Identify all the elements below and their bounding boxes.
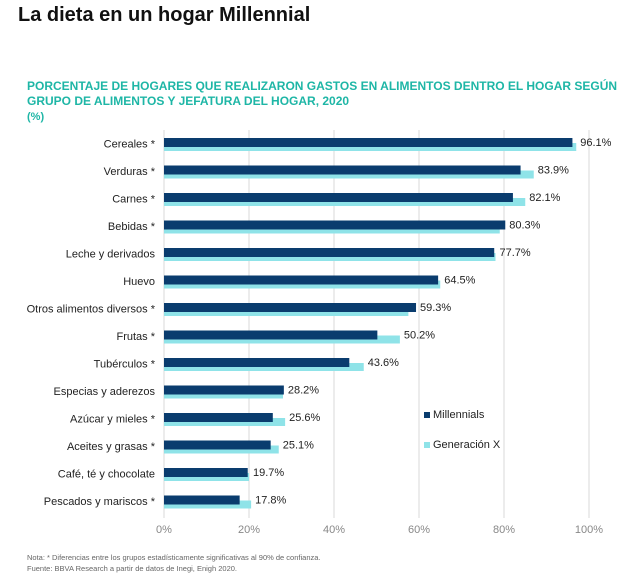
page-title: La dieta en un hogar Millennial bbox=[18, 4, 311, 26]
category-label: Tubérculos * bbox=[94, 359, 156, 371]
category-label: Especias y aderezos bbox=[54, 386, 156, 398]
x-tick-label: 40% bbox=[323, 524, 345, 536]
category-label: Bebidas * bbox=[108, 221, 156, 233]
unit-label: (%) bbox=[27, 111, 45, 123]
x-tick-label: 20% bbox=[238, 524, 260, 536]
footnotes: Nota: * Diferencias entre los grupos est… bbox=[27, 552, 321, 574]
data-label: 19.7% bbox=[253, 467, 284, 479]
chart-title: PORCENTAJE DE HOGARES QUE REALIZARON GAS… bbox=[27, 79, 627, 109]
bar-millennials bbox=[164, 303, 417, 312]
data-label: 25.6% bbox=[289, 412, 320, 424]
bar-millennials bbox=[164, 440, 271, 450]
footnote-source: Fuente: BBVA Research a partir de datos … bbox=[27, 564, 237, 573]
bar-millennials bbox=[164, 193, 513, 202]
bar-millennials bbox=[164, 248, 495, 257]
bar-millennials bbox=[164, 358, 350, 367]
bar-millennials bbox=[164, 165, 521, 175]
category-label: Azúcar y mieles * bbox=[70, 414, 156, 426]
bar-millennials bbox=[164, 330, 378, 340]
category-label: Huevo bbox=[123, 276, 155, 288]
category-label: Frutas * bbox=[116, 331, 155, 343]
x-tick-label: 60% bbox=[408, 524, 430, 536]
bar-millennials bbox=[164, 468, 248, 477]
data-label: 96.1% bbox=[580, 137, 611, 149]
chart-title-line-1: PORCENTAJE DE HOGARES QUE REALIZARON GAS… bbox=[27, 79, 618, 93]
data-label: 25.1% bbox=[283, 440, 314, 452]
bar-millennials bbox=[164, 275, 439, 285]
data-label: 50.2% bbox=[404, 330, 435, 342]
legend-label-generacion-x: Generación X bbox=[433, 439, 501, 451]
x-tick-label: 100% bbox=[575, 524, 603, 536]
data-label: 28.2% bbox=[288, 385, 319, 397]
chart-title-line-2: GRUPO DE ALIMENTOS Y JEFATURA DEL HOGAR,… bbox=[27, 94, 350, 108]
category-label: Pescados y mariscos * bbox=[44, 496, 156, 508]
data-label: 17.8% bbox=[255, 495, 286, 507]
bar-millennials bbox=[164, 385, 284, 395]
data-label: 82.1% bbox=[529, 192, 560, 204]
x-tick-label: 80% bbox=[493, 524, 515, 536]
category-label: Leche y derivados bbox=[66, 249, 156, 261]
category-label: Carnes * bbox=[112, 194, 156, 206]
footnote-note: Nota: * Diferencias entre los grupos est… bbox=[27, 553, 321, 562]
category-label: Otros alimentos diversos * bbox=[27, 304, 156, 316]
data-label: 59.3% bbox=[420, 302, 451, 314]
bar-millennials bbox=[164, 495, 240, 505]
data-label: 80.3% bbox=[509, 220, 540, 232]
x-tick-label: 0% bbox=[156, 524, 172, 536]
data-label: 43.6% bbox=[368, 357, 399, 369]
bar-millennials bbox=[164, 138, 573, 147]
legend-label-millennials: Millennials bbox=[433, 409, 485, 421]
category-label: Cereales * bbox=[104, 139, 156, 151]
data-label: 77.7% bbox=[500, 247, 531, 259]
category-label: Verduras * bbox=[104, 166, 156, 178]
legend-swatch-generacion-x bbox=[424, 442, 430, 448]
bar-millennials bbox=[164, 413, 273, 422]
category-label: Café, té y chocolate bbox=[58, 469, 155, 481]
data-label: 83.9% bbox=[538, 165, 569, 177]
data-label: 64.5% bbox=[444, 275, 475, 287]
bar-millennials bbox=[164, 220, 506, 230]
category-label: Aceites y grasas * bbox=[67, 441, 156, 453]
legend-swatch-millennials bbox=[424, 412, 430, 418]
